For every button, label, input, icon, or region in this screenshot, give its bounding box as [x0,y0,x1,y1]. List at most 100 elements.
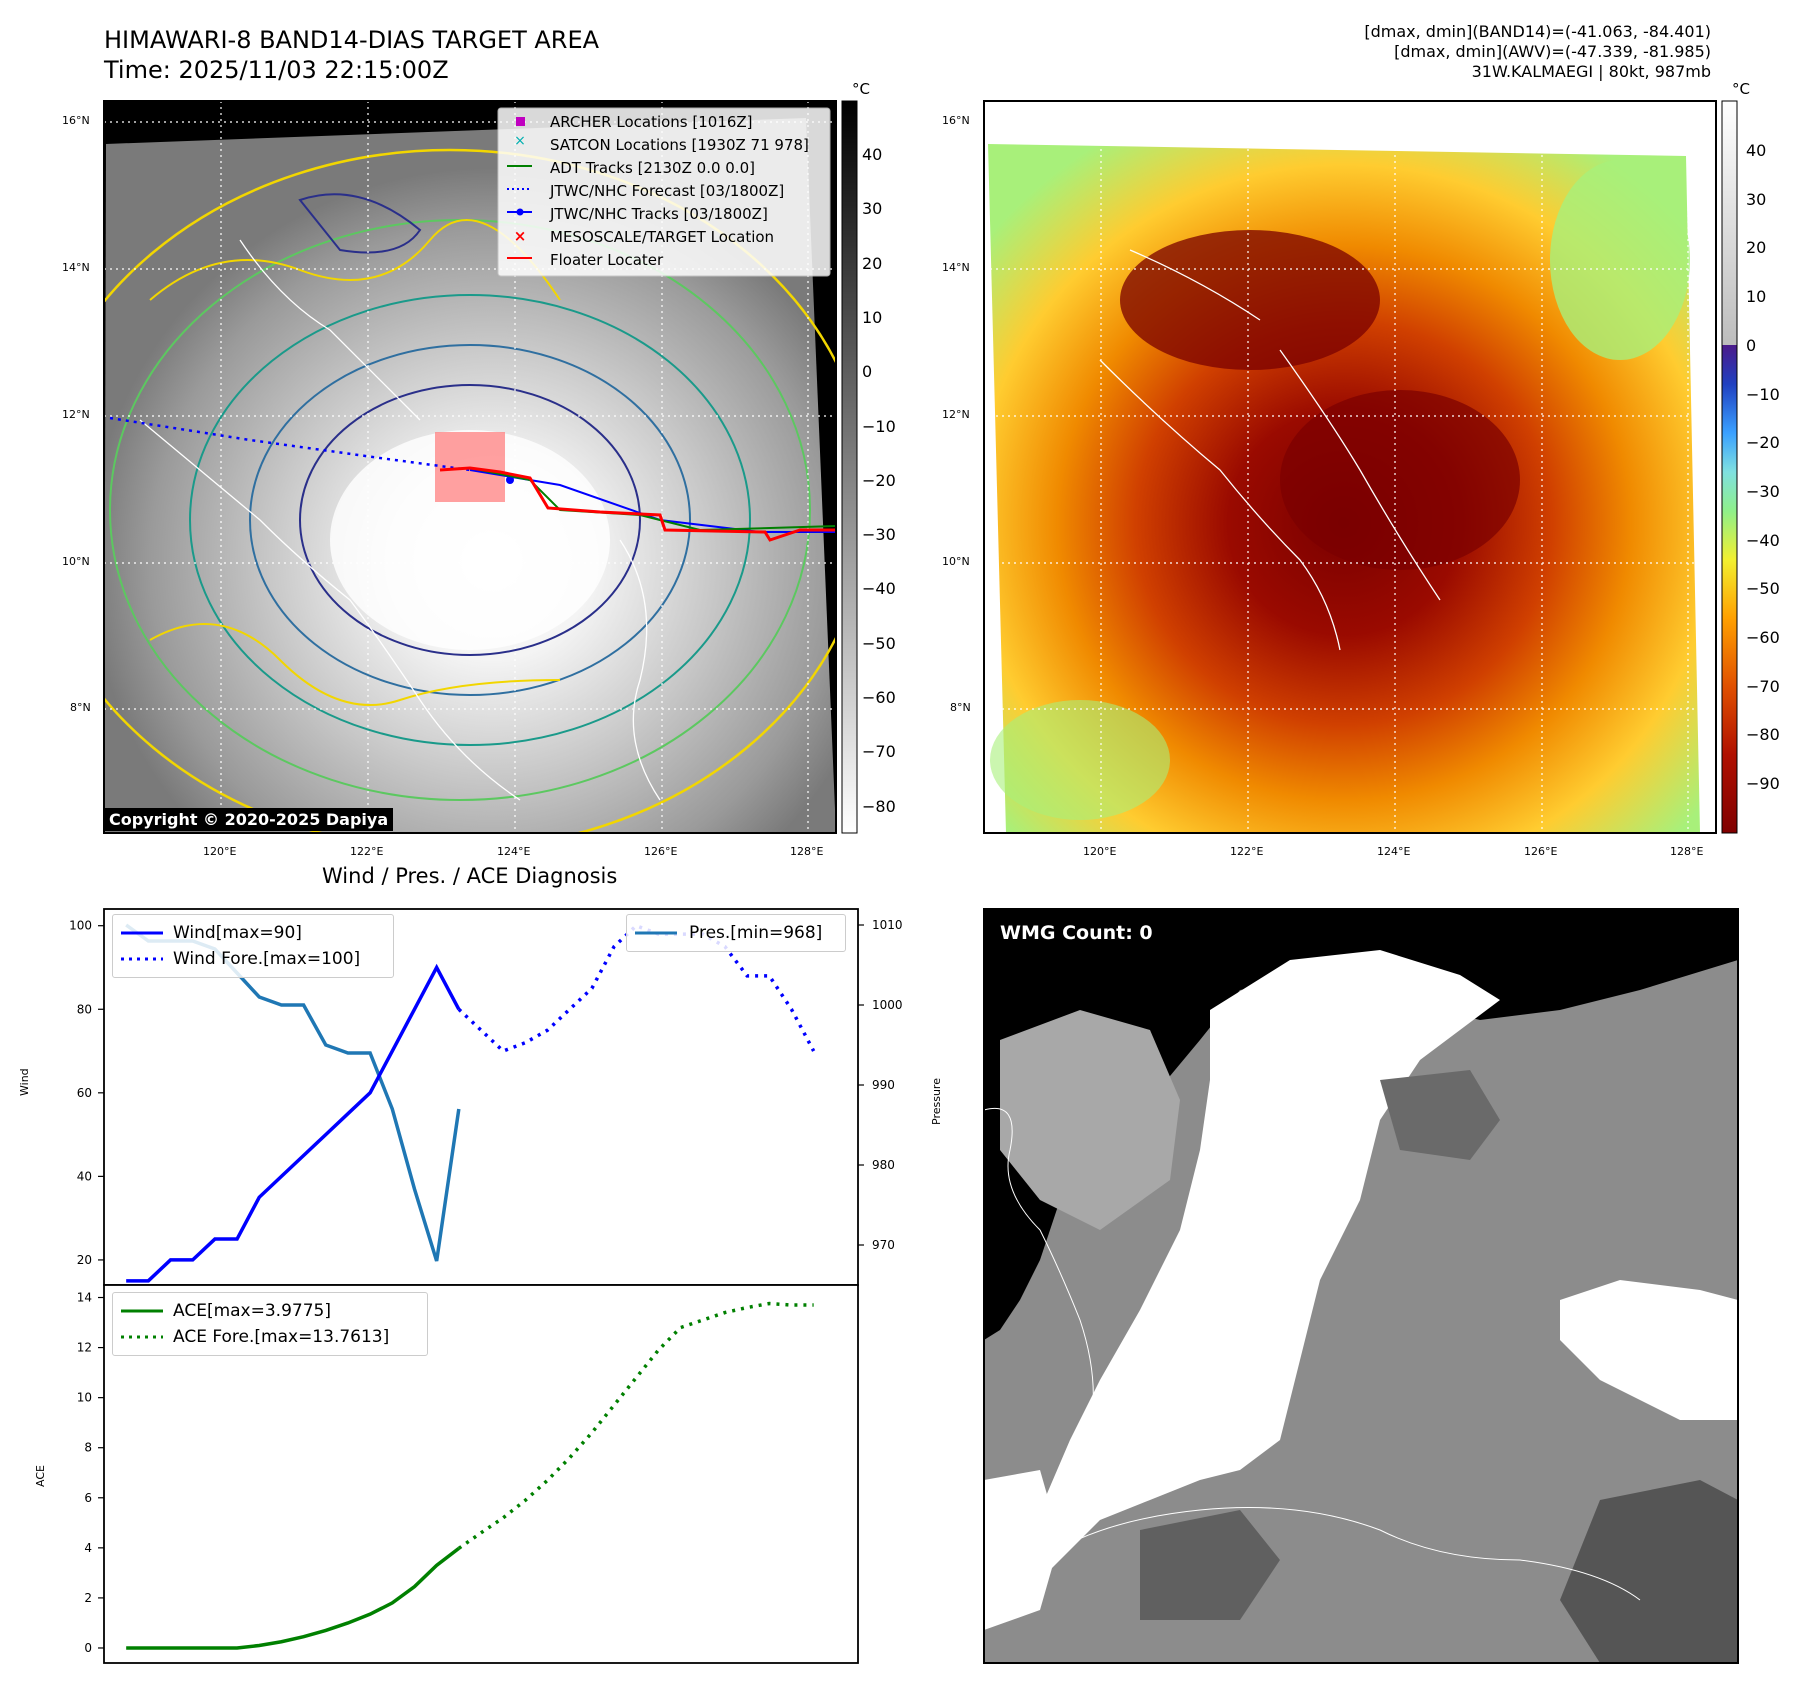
awv-colorbar-tick: 40 [1746,141,1767,160]
awv-colorbar-tick: −50 [1746,579,1780,599]
awv-colorbar-tick: 10 [1746,287,1767,307]
ir-lat-label: 12°N [62,408,90,421]
wind-tick-label: 100 [69,919,92,933]
awv-colorbar-unit: °C [1732,80,1750,98]
wind-tick-label: 60 [77,1086,92,1100]
wind-axis-label: Wind [18,1068,31,1096]
pressure-legend: Pres.[min=968] [626,914,846,952]
awv-colorbar-tick: −10 [1746,384,1780,404]
awv-colorbar-tick: −80 [1746,725,1780,745]
legend-jtwc-forecast: JTWC/NHC Forecast [03/1800Z] [550,182,785,200]
ir-lon-label: 124°E [497,845,531,858]
satcon-marker-icon: × [514,133,526,149]
ir-lat-label: 8°N [70,701,91,714]
wmg-panel-frame [983,908,1739,1664]
ace-tick-label: 10 [77,1391,92,1405]
ir-colorbar-tick: 0 [862,362,873,382]
awv-colorbar-tick: −60 [1746,628,1780,647]
pressure-axis-label: Pressure [930,1078,943,1125]
ir-colorbar-tick: −60 [862,688,896,707]
legend-archer: ARCHER Locations [1016Z] [550,113,753,131]
pressure-tick-label: 1010 [872,918,903,932]
ir-lat-label: 10°N [62,555,90,568]
ir-lon-label: 120°E [203,845,237,858]
awv-lon-label: 124°E [1377,845,1411,858]
copyright-label: Copyright © 2020-2025 Dapiya [104,808,394,831]
awv-colorbar-tick: −20 [1746,433,1780,453]
awv-colorbar-tick: 20 [1746,238,1767,258]
wind-line [126,963,461,1283]
ir-panel-frame [103,100,837,834]
awv-lat-label: 12°N [942,408,970,421]
legend-jtwc-tracks: JTWC/NHC Tracks [03/1800Z] [550,205,768,223]
wind-tick-label: 20 [77,1253,92,1267]
diagnosis-title: Wind / Pres. / ACE Diagnosis [322,864,618,888]
awv-lon-label: 122°E [1230,845,1264,858]
ir-colorbar-tick: 10 [862,307,883,327]
awv-colorbar [1721,100,1738,834]
target-marker-icon: × [514,227,527,245]
awv-lon-label: 126°E [1524,845,1558,858]
legend-ace-forecast: ACE Fore.[max=13.7613] [173,1327,390,1347]
ace-tick-label: 6 [84,1491,92,1505]
ace-forecast-line [457,1301,814,1550]
awv-lon-label: 120°E [1083,845,1117,858]
wind-tick-label: 40 [77,1169,92,1183]
ir-lat-label: 14°N [62,261,90,274]
awv-colorbar-tick: −40 [1746,530,1780,550]
ir-colorbar [841,100,858,834]
awv-image [984,101,1716,833]
ir-colorbar-tick: 20 [862,253,883,273]
figure-timestamp: Time: 2025/11/03 22:15:00Z [104,56,449,84]
awv-lat-label: 16°N [942,114,970,127]
ace-tick-label: 14 [77,1291,92,1305]
awv-colorbar-tick: 30 [1746,189,1767,209]
ir-colorbar-tick: −10 [862,416,896,436]
legend-floater: Floater Locater [550,251,664,269]
dmax-awv-info: [dmax, dmin](AWV)=(-47.339, -81.985) [1394,42,1711,61]
awv-lon-label: 128°E [1670,845,1704,858]
figure-title: HIMAWARI-8 BAND14-DIAS TARGET AREA [104,26,600,54]
awv-panel-frame [983,100,1717,834]
awv-colorbar-tick: −90 [1746,774,1780,794]
awv-colorbar-tick: 0 [1746,335,1757,355]
awv-colorbar-tick: −70 [1746,676,1780,696]
awv-lat-label: 14°N [942,261,970,274]
legend-ace: ACE[max=3.9775] [173,1301,331,1321]
ir-colorbar-tick: −30 [862,525,896,545]
wmg-image [984,909,1738,1663]
awv-colorbar-tick: −30 [1746,481,1780,501]
ir-colorbar-tick: −50 [862,633,896,653]
dmax-band14-info: [dmax, dmin](BAND14)=(-41.063, -84.401) [1364,22,1711,41]
ir-legend: × × [497,107,831,277]
ace-tick-label: 0 [84,1641,92,1655]
legend-mesoscale-target: MESOSCALE/TARGET Location [550,228,775,246]
ace-line [126,1546,460,1650]
wmg-count-label: WMG Count: 0 [992,918,1161,948]
awv-lat-label: 8°N [950,701,971,714]
ir-colorbar-tick: −80 [862,796,896,816]
legend-pressure: Pres.[min=968] [689,923,823,943]
pressure-tick-label: 970 [872,1238,895,1252]
ir-lat-label: 16°N [62,114,90,127]
ir-colorbar-tick: 40 [862,145,883,164]
ir-lon-label: 122°E [350,845,384,858]
pressure-tick-label: 980 [872,1158,895,1172]
ir-colorbar-unit: °C [852,80,870,98]
ace-tick-label: 8 [84,1441,92,1455]
wind-tick-label: 80 [77,1002,92,1016]
legend-adt: ADT Tracks [2130Z 0.0 0.0] [550,159,755,177]
ir-colorbar-tick: −70 [862,742,896,762]
ir-colorbar-tick: 30 [862,199,883,219]
legend-wind-forecast: Wind Fore.[max=100] [173,949,361,969]
ace-tick-label: 2 [84,1591,92,1605]
ace-axis-label: ACE [34,1465,47,1487]
ace-tick-label: 4 [84,1541,92,1555]
legend-wind: Wind[max=90] [173,923,302,943]
pressure-tick-label: 1000 [872,998,903,1012]
pressure-tick-label: 990 [872,1078,895,1092]
ace-tick-label: 12 [77,1341,92,1355]
awv-lat-label: 10°N [942,555,970,568]
ir-colorbar-tick: −20 [862,470,896,490]
ir-colorbar-tick: −40 [862,579,896,599]
